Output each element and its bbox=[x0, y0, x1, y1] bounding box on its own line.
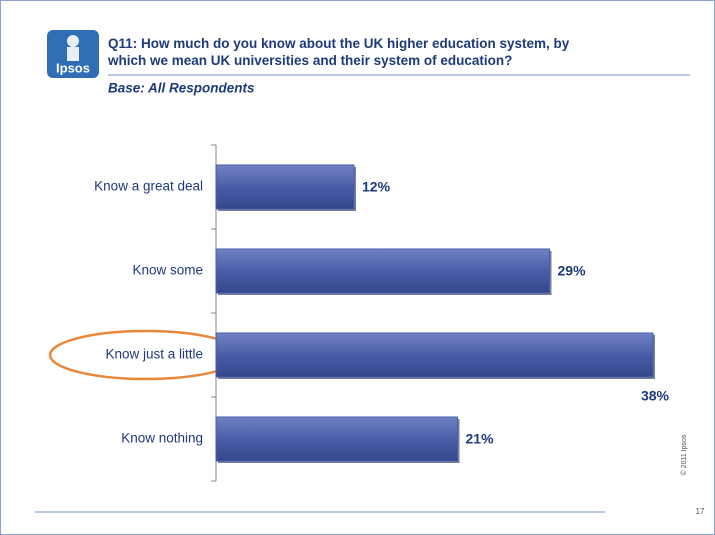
bar bbox=[215, 332, 654, 378]
bar bbox=[215, 164, 355, 210]
chart-subtitle: Base: All Respondents bbox=[108, 81, 255, 96]
value-label: 12% bbox=[362, 179, 391, 195]
logo-text: Ipsos bbox=[56, 60, 90, 75]
page-number: 17 bbox=[696, 507, 705, 516]
bar bbox=[215, 248, 550, 294]
category-label: Know some bbox=[132, 263, 203, 278]
value-label: 38% bbox=[641, 388, 670, 404]
chart-title: Q11: How much do you know about the UK h… bbox=[107, 36, 570, 68]
logo: Ipsos bbox=[47, 30, 99, 78]
category-label: Know just a little bbox=[105, 347, 203, 362]
value-label: 29% bbox=[558, 263, 587, 279]
copyright: © 2011 Ipsos bbox=[680, 434, 688, 475]
category-label: Know nothing bbox=[121, 431, 203, 446]
category-label: Know a great deal bbox=[94, 179, 203, 194]
value-label: 21% bbox=[466, 431, 495, 447]
bar bbox=[215, 416, 458, 462]
